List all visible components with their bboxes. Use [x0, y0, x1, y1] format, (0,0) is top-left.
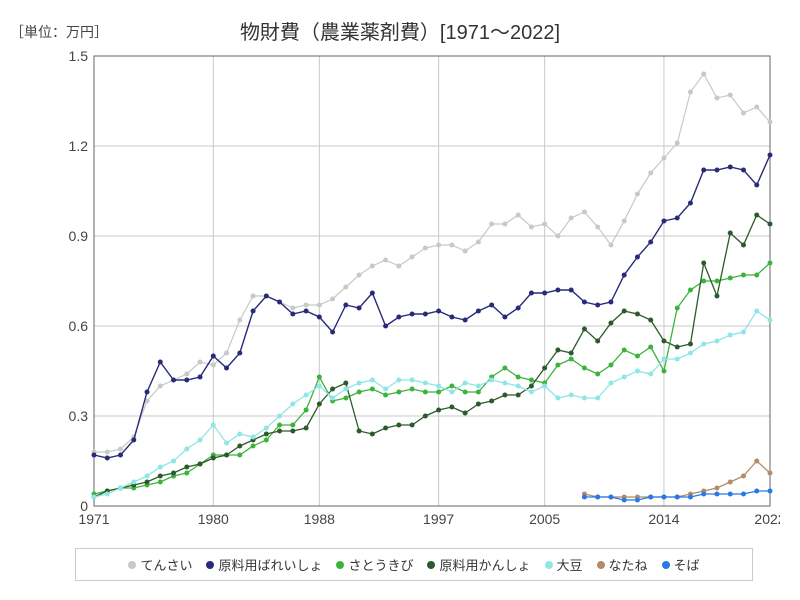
legend-label: 大豆: [557, 555, 583, 574]
legend-marker-icon: [206, 561, 214, 569]
svg-text:1988: 1988: [304, 511, 335, 527]
legend-label: なたね: [609, 555, 648, 574]
svg-text:2022: 2022: [754, 511, 780, 527]
legend: てんさい 原料用ばれいしょ さとうきび 原料用かんしょ 大豆 なたね そば: [75, 548, 753, 581]
svg-text:0.3: 0.3: [69, 408, 89, 424]
plot-area: 00.30.60.91.21.5197119801988199720052014…: [60, 50, 780, 530]
svg-text:1971: 1971: [78, 511, 109, 527]
legend-marker-icon: [597, 561, 605, 569]
legend-marker-icon: [336, 561, 344, 569]
svg-text:2005: 2005: [529, 511, 560, 527]
legend-label: 原料用かんしょ: [439, 555, 530, 574]
legend-item: 原料用ばれいしょ: [206, 555, 322, 574]
svg-text:2014: 2014: [648, 511, 679, 527]
chart-title: 物財費（農業薬剤費）[1971～2022]: [0, 16, 800, 45]
svg-text:1980: 1980: [198, 511, 229, 527]
chart-svg: 00.30.60.91.21.5197119801988199720052014…: [60, 50, 780, 530]
legend-marker-icon: [128, 561, 136, 569]
legend-label: てんさい: [140, 555, 192, 574]
chart-container: ［単位：万円］ 物財費（農業薬剤費）[1971～2022] 00.30.60.9…: [0, 0, 800, 600]
legend-item: 大豆: [545, 555, 583, 574]
svg-text:0.9: 0.9: [69, 228, 89, 244]
legend-item: なたね: [597, 555, 648, 574]
legend-item: てんさい: [128, 555, 192, 574]
svg-text:1997: 1997: [423, 511, 454, 527]
legend-marker-icon: [427, 561, 435, 569]
svg-text:1.2: 1.2: [69, 138, 89, 154]
legend-item: そば: [662, 555, 700, 574]
legend-marker-icon: [662, 561, 670, 569]
legend-label: 原料用ばれいしょ: [218, 555, 322, 574]
legend-marker-icon: [545, 561, 553, 569]
legend-item: さとうきび: [336, 555, 413, 574]
legend-label: そば: [674, 555, 700, 574]
legend-label: さとうきび: [348, 555, 413, 574]
svg-text:1.5: 1.5: [69, 50, 89, 64]
legend-item: 原料用かんしょ: [427, 555, 530, 574]
svg-text:0.6: 0.6: [69, 318, 89, 334]
